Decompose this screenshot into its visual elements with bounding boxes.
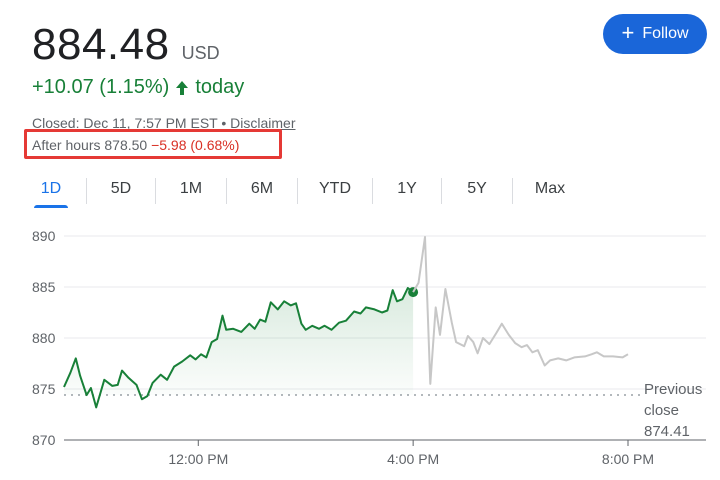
after-hours-line	[412, 236, 629, 385]
tab-divider	[86, 178, 87, 204]
tab-1y[interactable]: 1Y	[373, 172, 441, 206]
current-price: 884.48	[32, 20, 170, 69]
previous-close-label: close	[644, 402, 679, 419]
market-status: Closed: Dec 11, 7:57 PM EST • Disclaimer	[32, 115, 296, 131]
y-tick-label: 885	[32, 279, 56, 295]
change-period: today	[195, 76, 245, 98]
follow-button-label: Follow	[642, 25, 689, 42]
tab-label: 5Y	[467, 180, 487, 197]
tab-label: 6M	[250, 180, 274, 197]
highlight-box	[24, 129, 282, 159]
currency-label: USD	[181, 43, 220, 63]
plus-icon: +	[621, 20, 635, 45]
previous-close-label: 874.41	[644, 423, 690, 440]
tab-label: 1M	[179, 180, 203, 197]
after-hours-change: −5.98 (0.68%)	[151, 137, 240, 153]
tab-5d[interactable]: 5D	[87, 172, 155, 206]
y-tick-label: 890	[32, 228, 56, 244]
y-tick-label: 880	[32, 330, 56, 346]
tab-divider	[226, 178, 227, 204]
disclaimer-link[interactable]: Disclaimer	[230, 115, 296, 131]
x-tick-label: 8:00 PM	[602, 451, 654, 467]
regular-session-area	[64, 288, 414, 408]
closed-status-text: Closed: Dec 11, 7:57 PM EST	[32, 115, 218, 131]
tab-1m[interactable]: 1M	[156, 172, 226, 206]
change-value: +10.07 (1.15%)	[32, 76, 170, 98]
tab-divider	[372, 178, 373, 204]
follow-button[interactable]: + Follow	[603, 14, 707, 54]
tab-divider	[297, 178, 298, 204]
tab-max[interactable]: Max	[513, 172, 587, 206]
tab-divider	[441, 178, 442, 204]
tab-divider	[512, 178, 513, 204]
y-tick-label: 875	[32, 381, 56, 397]
arrow-up-icon	[176, 80, 189, 95]
tab-label: YTD	[319, 180, 351, 197]
x-tick-label: 4:00 PM	[387, 451, 439, 467]
regular-session-line	[63, 287, 414, 409]
tab-1d[interactable]: 1D	[30, 172, 72, 208]
status-separator: •	[221, 115, 227, 131]
tab-label: 1D	[40, 180, 62, 197]
x-tick-label: 12:00 PM	[168, 451, 228, 467]
tab-label: 5D	[110, 180, 132, 197]
tab-6m[interactable]: 6M	[227, 172, 297, 206]
after-hours-quote: After hours 878.50 −5.98 (0.68%)	[32, 137, 239, 153]
tab-label: 1Y	[397, 180, 417, 197]
range-tabs: 1D 5D 1M 6M YTD 1Y 5Y Max	[30, 172, 587, 208]
tab-divider	[155, 178, 156, 204]
tab-label: Max	[534, 180, 566, 197]
price-header: 884.48 USD	[32, 20, 220, 70]
tab-5y[interactable]: 5Y	[442, 172, 512, 206]
after-hours-label: After hours 878.50	[32, 137, 148, 153]
previous-close-label: Previous	[644, 381, 702, 398]
tab-ytd[interactable]: YTD	[298, 172, 372, 206]
y-tick-label: 870	[32, 432, 56, 448]
daily-change: +10.07 (1.15%) today	[32, 76, 244, 99]
